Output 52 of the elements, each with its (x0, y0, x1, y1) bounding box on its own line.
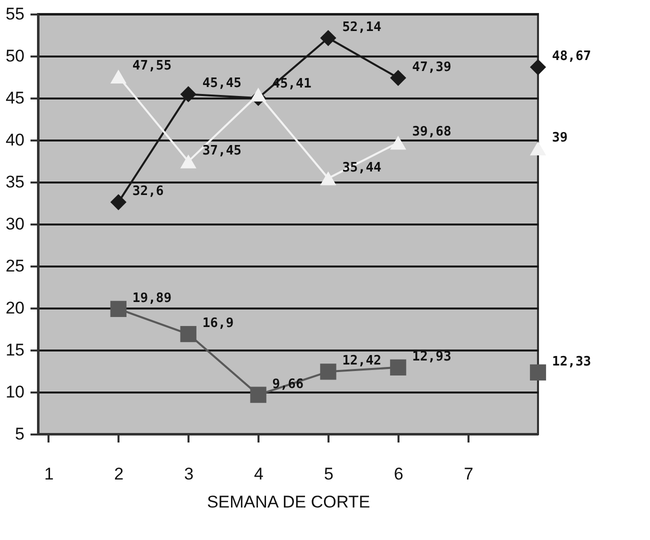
point (250, 88, 266, 102)
point (530, 364, 546, 380)
point (180, 154, 196, 168)
point (390, 136, 406, 150)
point (530, 141, 546, 156)
x-tick-label: 5 (324, 464, 334, 484)
y-tick-label: 30 (6, 214, 24, 234)
point (110, 194, 126, 210)
data-label: 47,39 (412, 60, 452, 75)
y-tick-label: 20 (6, 298, 24, 318)
data-label: 12,42 (342, 354, 382, 369)
data-label: 45,45 (202, 76, 242, 92)
data-label: 19,89 (132, 290, 172, 306)
data-label: 45,41 (272, 76, 312, 92)
data-label: 35,44 (342, 160, 382, 176)
data-label: 52,14 (342, 20, 382, 36)
point (390, 70, 406, 86)
point (110, 300, 126, 317)
point (390, 359, 406, 376)
data-label: 12,93 (412, 349, 452, 364)
point (250, 386, 266, 403)
x-tick-label: 7 (464, 464, 474, 484)
point (180, 86, 196, 102)
point (320, 364, 336, 380)
x-tick-label: 4 (254, 464, 264, 484)
x-tick-label: 2 (114, 464, 124, 484)
point (110, 70, 126, 84)
point (180, 326, 196, 342)
x-tick-label: 3 (184, 464, 194, 484)
point (320, 171, 336, 186)
data-label: 39 (552, 130, 568, 146)
y-tick-label: 35 (6, 172, 24, 192)
point (320, 30, 336, 46)
y-tick-label: 55 (6, 4, 24, 24)
y-tick-label: 10 (6, 382, 24, 402)
point (530, 59, 546, 76)
y-tick-label: 45 (6, 88, 24, 108)
y-tick-label: 50 (6, 46, 24, 66)
data-label: 39,68 (412, 124, 452, 140)
data-label: 48,67 (552, 49, 592, 64)
y-tick-label: 5 (15, 424, 24, 444)
data-label: 37,45 (202, 143, 242, 158)
data-label: 47,55 (132, 58, 172, 74)
y-tick-label: 15 (6, 340, 24, 360)
y-tick-label: 40 (6, 130, 24, 150)
data-label: 16,9 (202, 316, 234, 332)
x-axis-title: SEMANA DE CORTE (206, 492, 370, 512)
y-tick-label: 25 (6, 256, 24, 276)
data-label: 12,33 (552, 354, 592, 370)
x-tick-label: 1 (44, 464, 54, 484)
x-tick-label: 6 (394, 464, 404, 484)
data-label: 32,6 (132, 184, 164, 200)
